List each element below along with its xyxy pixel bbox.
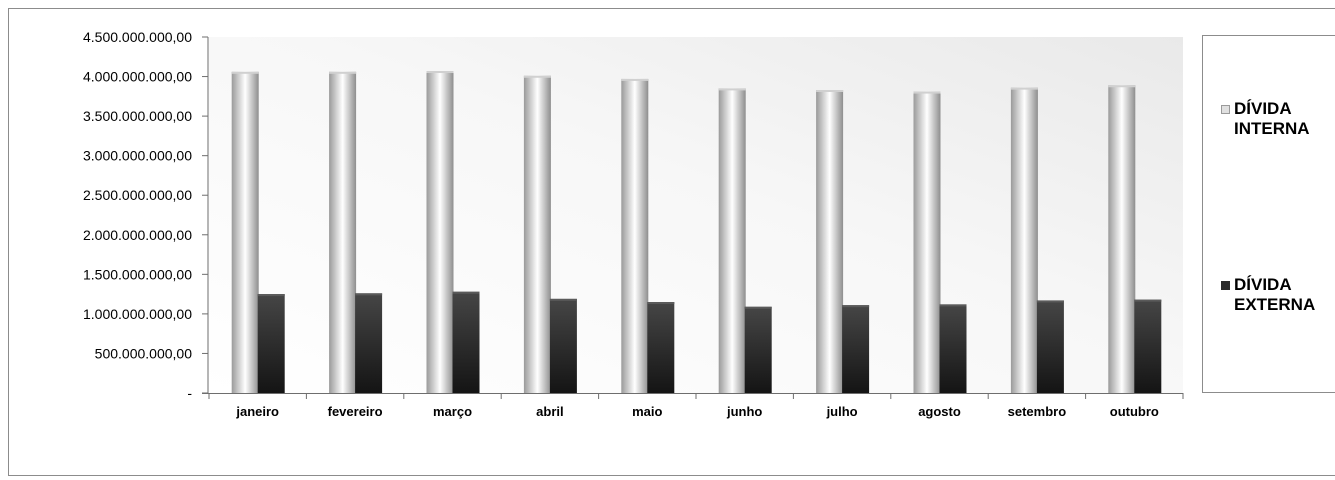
bar-top-edge: [744, 306, 772, 309]
legend-label-interna-line1: DÍVIDA: [1234, 99, 1292, 118]
y-tick-label: -: [187, 385, 192, 401]
bar-top-edge: [1134, 299, 1162, 302]
y-tick-label: 2.000.000.000,00: [83, 227, 192, 243]
bar-divida-externa[interactable]: [549, 298, 577, 393]
bar-divida-externa[interactable]: [257, 294, 285, 393]
bar-top-edge: [426, 71, 454, 74]
bar-divida-interna[interactable]: [621, 78, 649, 393]
x-tick-label: abril: [536, 404, 563, 419]
bar-divida-interna[interactable]: [816, 90, 844, 393]
y-tick-label: 4.500.000.000,00: [83, 29, 192, 45]
bar-divida-interna[interactable]: [426, 71, 454, 394]
x-tick-label: julho: [826, 404, 858, 419]
x-tick-label: março: [433, 404, 472, 419]
x-tick-label: fevereiro: [328, 404, 383, 419]
bar-top-edge: [231, 71, 259, 74]
bar-divida-externa[interactable]: [355, 293, 383, 393]
bar-divida-externa[interactable]: [452, 291, 480, 393]
bar-top-edge: [523, 75, 551, 78]
bar-divida-interna[interactable]: [1108, 85, 1136, 393]
bar-divida-interna[interactable]: [718, 88, 746, 393]
y-tick-label: 500.000.000,00: [95, 345, 193, 361]
x-tick-label: agosto: [918, 404, 961, 419]
bar-divida-interna[interactable]: [329, 71, 357, 393]
legend-item-externa[interactable]: DÍVIDA EXTERNA: [1221, 275, 1334, 315]
bar-top-edge: [1010, 87, 1038, 90]
legend-item-interna[interactable]: DÍVIDA INTERNA: [1221, 99, 1334, 139]
bar-divida-externa[interactable]: [1036, 300, 1064, 393]
bar-top-edge: [647, 302, 675, 305]
legend-swatch-interna: [1221, 105, 1230, 114]
bar-top-edge: [329, 71, 357, 74]
y-tick-label: 1.500.000.000,00: [83, 266, 192, 282]
y-tick-label: 4.000.000.000,00: [83, 69, 192, 85]
bar-divida-interna[interactable]: [913, 91, 941, 393]
bar-top-edge: [452, 291, 480, 294]
legend-label-interna-line2: INTERNA: [1234, 119, 1310, 138]
bar-top-edge: [913, 91, 941, 94]
bar-divida-interna[interactable]: [523, 75, 551, 394]
x-tick-label: junho: [726, 404, 762, 419]
bar-top-edge: [1108, 85, 1136, 88]
x-tick-label: janeiro: [235, 404, 279, 419]
legend: DÍVIDA INTERNA DÍVIDA EXTERNA: [1202, 35, 1335, 393]
x-tick-label: outubro: [1110, 404, 1159, 419]
bar-top-edge: [621, 78, 649, 81]
x-tick-label: maio: [632, 404, 662, 419]
bar-divida-externa[interactable]: [1134, 299, 1162, 393]
bar-divida-interna[interactable]: [231, 71, 259, 393]
x-tick-label: setembro: [1008, 404, 1067, 419]
bar-top-edge: [939, 304, 967, 307]
bar-top-edge: [816, 90, 844, 93]
bar-divida-interna[interactable]: [1010, 87, 1038, 394]
y-tick-label: 3.000.000.000,00: [83, 148, 192, 164]
legend-label-externa-line2: EXTERNA: [1234, 295, 1316, 314]
bar-divida-externa[interactable]: [842, 305, 870, 393]
bar-top-edge: [355, 293, 383, 296]
bar-divida-externa[interactable]: [939, 304, 967, 393]
bar-divida-externa[interactable]: [744, 306, 772, 393]
legend-swatch-externa: [1221, 281, 1230, 290]
bar-top-edge: [549, 298, 577, 301]
bar-top-edge: [257, 294, 285, 297]
y-tick-label: 2.500.000.000,00: [83, 187, 192, 203]
y-tick-label: 1.000.000.000,00: [83, 306, 192, 322]
y-tick-label: 3.500.000.000,00: [83, 108, 192, 124]
bar-divida-externa[interactable]: [647, 302, 675, 393]
bar-top-edge: [718, 88, 746, 91]
bar-top-edge: [842, 305, 870, 308]
bar-top-edge: [1036, 300, 1064, 303]
legend-label-externa-line1: DÍVIDA: [1234, 275, 1292, 294]
